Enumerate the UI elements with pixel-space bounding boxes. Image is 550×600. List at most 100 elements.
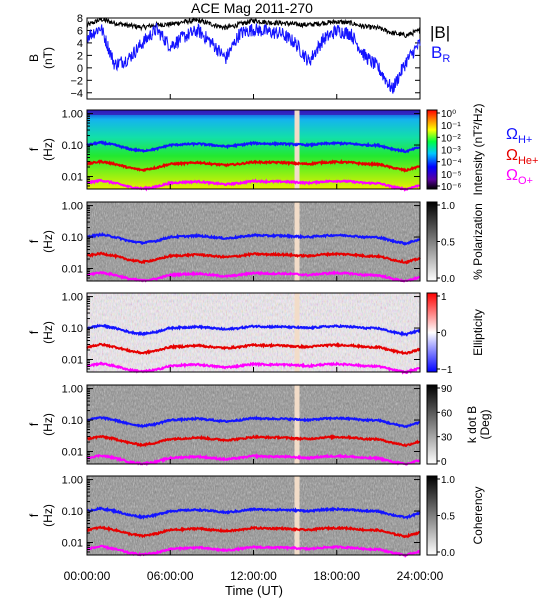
legend-total-b: |B|: [430, 23, 450, 42]
gyro-label-heplus-main: Ω: [506, 147, 518, 164]
intensity-ylabel-hz: (Hz): [41, 138, 55, 161]
polarization-ylabel-hz: (Hz): [41, 230, 55, 253]
intensity-colorbar-label: Intensity (nT²/Hz): [471, 103, 485, 195]
b-field-ylabel-bottom: (nT): [41, 47, 55, 69]
x-axis: 00:00:00 06:00:00 12:00:00 18:00:00 24:00:00: [64, 569, 444, 583]
b-field-ytick-label: −4: [70, 88, 83, 100]
coherency-gyro-curve-oplus: [86, 544, 421, 558]
gyro-label-hplus-main: Ω: [506, 126, 518, 143]
polarization-ylabel-f: f: [27, 239, 41, 243]
coherency-colorbar-tick-label: 1.0: [441, 475, 455, 486]
spectral-panels: 1.000.100.01f (Hz)10⁰10⁻²10⁻⁴10⁻⁶10⁻¹10⁻³…: [27, 103, 492, 559]
ellipticity-colorbar-label: Ellipticity: [471, 309, 485, 356]
gyro-label-oplus-main: Ω: [506, 167, 518, 184]
b-field-ytick-label: −2: [70, 75, 83, 87]
x-tick-label: 12:00:00: [230, 569, 277, 583]
b-field-series-radial: [86, 22, 421, 94]
panel-coherency: 1.00 0.10 0.01 f (Hz) 1.0 0.5 0.0 Coherency: [27, 475, 485, 559]
polarization-data-gap: [294, 202, 300, 281]
intensity-colorbar-minor-label: 10⁻⁵: [441, 170, 462, 181]
intensity-data-gap: [294, 110, 300, 189]
kdotb-gyro-curve-hplus: [86, 415, 421, 429]
figure-title: ACE Mag 2011-270: [191, 0, 313, 16]
ellipticity-colorbar-tick-label: −1: [441, 365, 453, 376]
panel-intensity: 1.00 0.10 0.01 f (Hz) 10⁰ 10⁻² 10⁻⁴ 10⁻⁶ 10⁻¹ 10⁻³…: [27, 103, 485, 195]
polarization-colorbar-tick-label: 0.0: [441, 274, 455, 285]
b-field-ytick-label: 2: [77, 50, 83, 62]
kdotb-colorbar-tick-label: 90: [441, 384, 453, 395]
polarization-ytick-label: 0.01: [62, 263, 83, 275]
coherency-gyro-curve-heplus: [86, 525, 421, 539]
x-tick-label: 06:00:00: [147, 569, 194, 583]
polarization-gyro-curve-oplus: [86, 270, 421, 283]
ellipticity-ytick-label: 1.00: [62, 292, 83, 304]
ellipticity-gyro-curve-hplus: [86, 323, 421, 337]
polarization-colorbar: [426, 201, 438, 282]
intensity-colorbar: [426, 109, 438, 190]
coherency-gyro-curve-hplus: [86, 506, 421, 520]
coherency-colorbar-tick-label: 0.5: [441, 512, 455, 523]
polarization-ytick-label: 0.10: [62, 232, 83, 244]
kdotb-gyro-curve-heplus: [86, 433, 421, 448]
polarization-ytick-label: 1.00: [62, 201, 83, 213]
kdotb-colorbar-label-bottom: (Deg): [478, 409, 492, 439]
ellipticity-image-texture: [87, 293, 420, 372]
x-tick-label: 18:00:00: [313, 569, 360, 583]
gyro-label-heplus-sub: He+: [518, 155, 539, 167]
coherency-colorbar-label: Coherency: [471, 486, 485, 544]
gyro-label-hplus: ΩH+: [506, 126, 532, 146]
intensity-ylabel-f: f: [27, 147, 41, 151]
x-tick-label: 00:00:00: [64, 569, 111, 583]
kdotb-colorbar-tick-label: 30: [441, 433, 453, 444]
coherency-ytick-label: 0.10: [62, 506, 83, 518]
intensity-colorbar-tick-label: 10⁻²: [441, 133, 461, 144]
polarization-gyro-curve-heplus: [86, 251, 421, 265]
intensity-top-band: [87, 110, 420, 115]
b-field-ytick-label: 0: [77, 63, 83, 75]
coherency-ytick-label: 1.00: [62, 475, 83, 487]
intensity-ytick-label: 0.01: [62, 171, 83, 183]
b-field-ytick-label: 4: [77, 38, 83, 50]
kdotb-image-texture: [87, 385, 420, 464]
b-field-series-total: [86, 16, 421, 39]
legend-radial-b-sub: R: [442, 53, 450, 65]
kdotb-colorbar: [426, 384, 438, 465]
ellipticity-ytick-label: 0.10: [62, 323, 83, 335]
intensity-colorbar-tick-label: 10⁻⁴: [441, 158, 462, 169]
polarization-gyro-curve-hplus: [86, 231, 421, 246]
kdotb-colorbar-tick-label: 60: [441, 408, 453, 419]
kdotb-ytick-label: 0.10: [62, 415, 83, 427]
ellipticity-data-gap: [294, 293, 300, 372]
legend-radial-b: BR: [431, 43, 450, 65]
kdotb-ytick-label: 0.01: [62, 446, 83, 458]
intensity-ytick-label: 1.00: [62, 109, 83, 121]
ellipticity-ylabel-hz: (Hz): [41, 321, 55, 344]
ellipticity-colorbar-tick-label: 0: [441, 329, 447, 340]
intensity-gyro-curve-hplus: [86, 140, 421, 154]
intensity-colorbar-minor-label: 10⁻³: [441, 146, 461, 157]
panel-ellipticity: 1.00 0.10 0.01 f (Hz) 1 0 −1 Ellipticity: [27, 292, 485, 376]
panel-kdotb: 1.00 0.10 0.01 f (Hz) 90 60 30 0 k dot B (Deg): [27, 384, 492, 468]
polarization-colorbar-tick-label: 0.5: [441, 238, 455, 249]
coherency-colorbar: [426, 475, 438, 556]
intensity-gyro-curve-oplus: [87, 178, 420, 192]
polarization-colorbar-tick-label: 1.0: [441, 201, 455, 212]
gyro-labels: ΩH+ ΩHe+ ΩO+: [506, 126, 538, 187]
ellipticity-ytick-label: 0.01: [62, 354, 83, 366]
gyro-label-oplus: ΩO+: [506, 167, 533, 187]
ellipticity-colorbar: [426, 292, 438, 373]
intensity-colorbar-minor-label: 10⁻¹: [441, 121, 461, 132]
ellipticity-gyro-curve-heplus: [86, 342, 421, 356]
intensity-ytick-label: 0.10: [62, 140, 83, 152]
coherency-ytick-label: 0.01: [62, 537, 83, 549]
b-field-ylabel-top: B: [27, 54, 41, 62]
kdotb-ylabel-f: f: [27, 422, 41, 426]
gyro-label-hplus-sub: H+: [518, 134, 532, 146]
kdotb-ytick-label: 1.00: [62, 384, 83, 396]
b-field-lines: [86, 16, 421, 99]
x-axis-label: Time (UT): [225, 583, 283, 598]
b-field-ytick-label: 8: [77, 13, 83, 25]
kdotb-ylabel-hz: (Hz): [41, 413, 55, 436]
